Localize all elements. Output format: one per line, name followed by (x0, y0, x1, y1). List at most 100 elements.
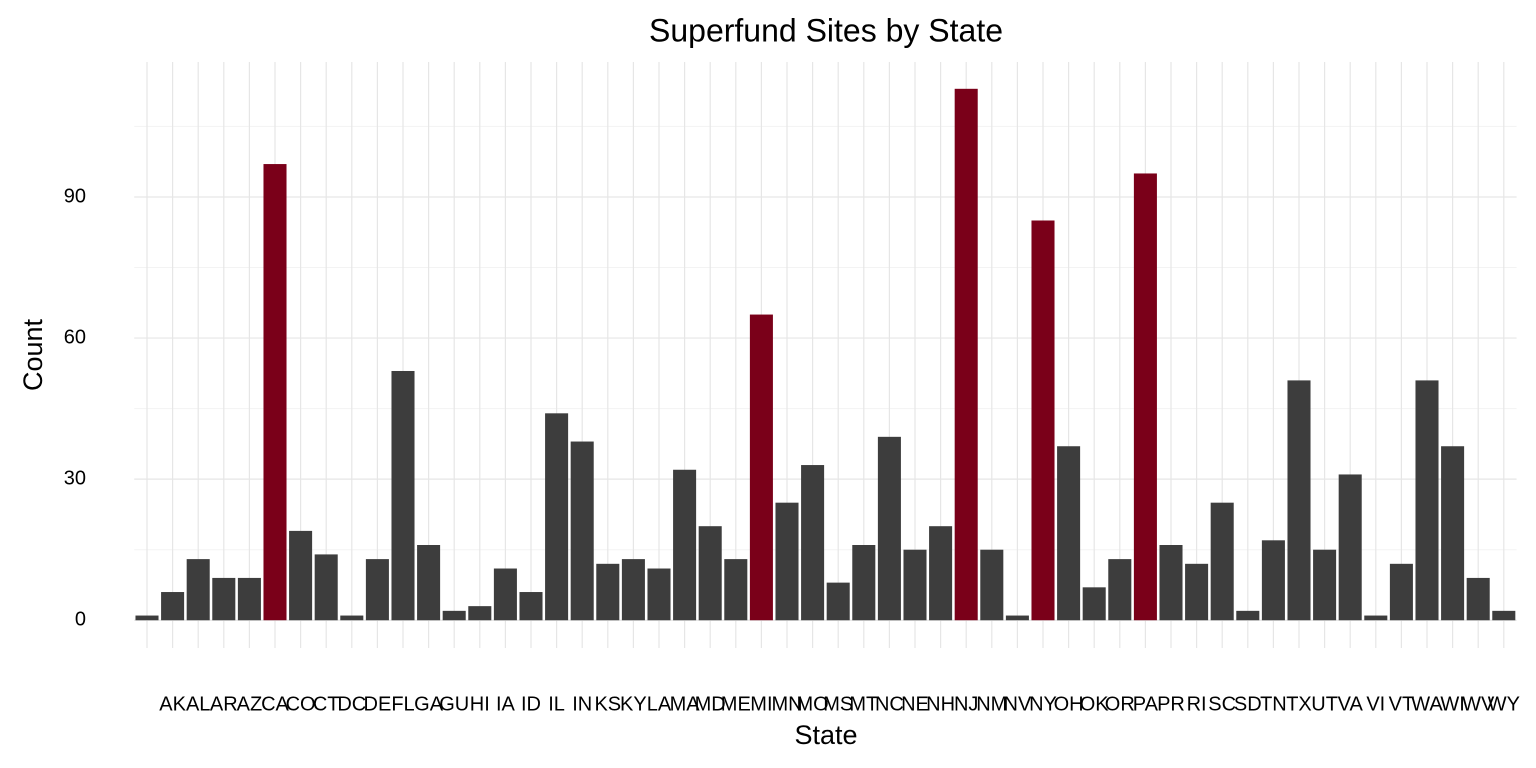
x-tick-label: WI (1440, 693, 1464, 715)
bar (468, 606, 492, 621)
x-tick-label: TX (1286, 693, 1312, 715)
bar (1492, 610, 1516, 621)
x-tick-label: OR (1105, 693, 1135, 715)
x-tick-label: AL (186, 693, 210, 715)
x-tick-label: MD (695, 693, 726, 715)
bar (1005, 615, 1029, 621)
x-tick-label: KY (620, 693, 647, 715)
x-tick-label: WV (1462, 693, 1495, 715)
bar (493, 568, 517, 621)
x-tick-label: NY (1029, 693, 1057, 715)
x-tick-label: IL (548, 693, 565, 715)
bar (724, 559, 748, 621)
x-tick-label: ID (521, 693, 541, 715)
bar (852, 545, 876, 621)
bar (1133, 173, 1157, 621)
bar (1441, 446, 1465, 621)
bar (621, 559, 645, 621)
bar (673, 469, 697, 621)
bar (903, 549, 927, 621)
bar (135, 615, 159, 621)
x-tick-label: PR (1157, 693, 1185, 715)
bar (1185, 563, 1209, 621)
bar (1210, 502, 1234, 621)
bar (1313, 549, 1337, 621)
bar (212, 577, 236, 621)
bar (1108, 559, 1132, 621)
x-tick-label: TN (1260, 693, 1287, 715)
bar (519, 592, 543, 621)
x-tick-label: AZ (237, 693, 263, 715)
bar (801, 465, 825, 621)
bar (1287, 380, 1311, 621)
bar (545, 413, 569, 621)
x-tick-label: NE (901, 693, 929, 715)
x-tick-label: WY (1488, 693, 1520, 715)
y-tick-label: 30 (64, 467, 86, 489)
x-tick-label: RI (1187, 693, 1207, 715)
bar (340, 615, 364, 621)
bar (186, 559, 210, 621)
bar (877, 436, 901, 621)
bar (775, 502, 799, 621)
x-tick-label: KS (594, 693, 621, 715)
x-tick-label: NC (875, 693, 904, 715)
x-tick-label: OK (1080, 693, 1110, 715)
bar (1466, 577, 1490, 621)
y-tick-label: 90 (64, 185, 86, 207)
bar (698, 526, 722, 621)
x-tick-label: NV (1004, 693, 1032, 715)
x-tick-label: GA (414, 693, 444, 715)
x-tick-label: CO (286, 693, 316, 715)
bar (263, 164, 287, 621)
x-tick-label: IA (496, 693, 516, 715)
bar (570, 441, 594, 621)
y-tick-label: 0 (75, 609, 86, 631)
x-tick-label: CT (313, 693, 340, 715)
bar (237, 577, 261, 621)
x-tick-label: AR (210, 693, 238, 715)
bar (1236, 610, 1260, 621)
x-tick-label: DC (337, 693, 366, 715)
x-tick-label: MN (771, 693, 802, 715)
bar (596, 563, 620, 621)
bar (1031, 220, 1055, 621)
bar (1159, 545, 1183, 621)
bar (161, 592, 185, 621)
x-tick-label: MT (849, 693, 878, 715)
x-tick-label: NM (976, 693, 1007, 715)
bar (289, 530, 313, 621)
bar (442, 610, 466, 621)
x-tick-label: MA (670, 693, 701, 715)
x-tick-label: CA (261, 693, 289, 715)
x-tick-label: ME (721, 693, 751, 715)
x-tick-label: HI (470, 693, 490, 715)
x-tick-label: MS (823, 693, 853, 715)
bar (391, 370, 415, 621)
bar (1082, 587, 1106, 621)
x-tick-label: MI (750, 693, 772, 715)
x-tick-label: GU (439, 693, 469, 715)
bar (954, 88, 978, 621)
x-axis-label: State (794, 720, 857, 750)
x-tick-label: PA (1133, 693, 1159, 715)
bar (1364, 615, 1388, 621)
bar (749, 314, 773, 621)
bar (1338, 474, 1362, 621)
x-tick-label: SD (1234, 693, 1262, 715)
x-tick-label: OH (1054, 693, 1084, 715)
x-tick-label: MO (796, 693, 828, 715)
bar (417, 545, 441, 621)
x-tick-label: IN (572, 693, 592, 715)
chart-title: Superfund Sites by State (649, 12, 1003, 48)
x-tick-label: LA (647, 693, 672, 715)
bar (980, 549, 1004, 621)
bar (647, 568, 671, 621)
bar (1261, 540, 1285, 621)
x-tick-label: VA (1338, 693, 1364, 715)
x-tick-label: UT (1311, 693, 1338, 715)
x-tick-label: VT (1389, 693, 1415, 715)
bar (929, 526, 953, 621)
bar (365, 559, 389, 621)
